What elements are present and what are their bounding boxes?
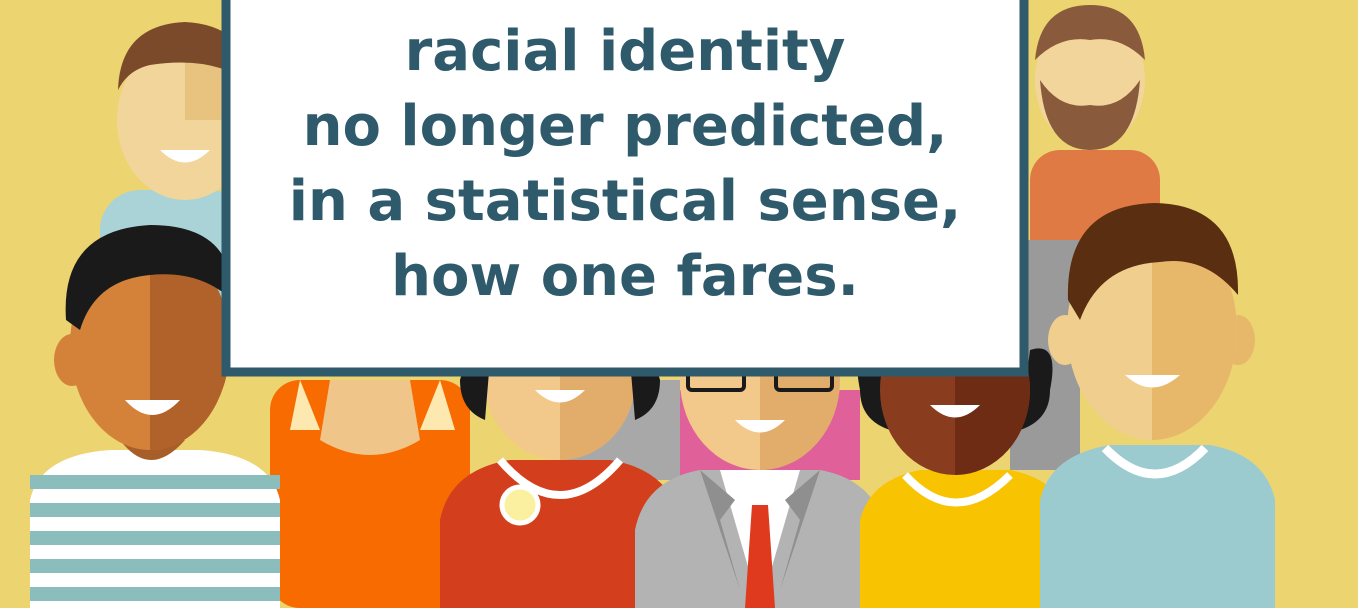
caption-line: racial identity (405, 19, 846, 84)
caption-line: in a statistical sense, (289, 169, 961, 234)
page: {"caption": {"lines": ["racial identity"… (0, 0, 1358, 608)
caption-line: how one fares. (391, 244, 859, 309)
caption-line: no longer predicted, (303, 94, 948, 159)
illustration: racial identity no longer predicted, in a … (0, 0, 1358, 608)
